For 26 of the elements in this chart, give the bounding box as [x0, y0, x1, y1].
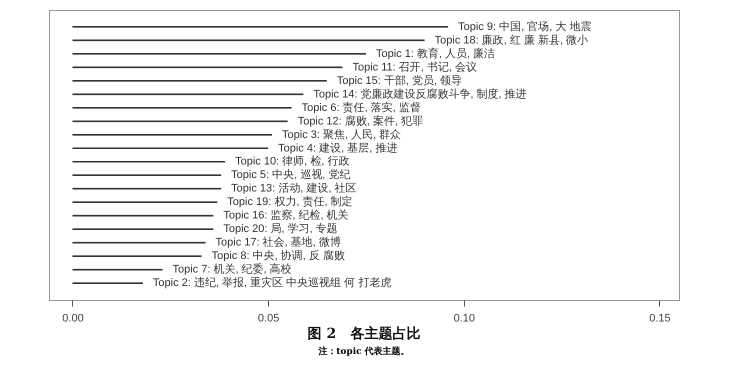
- y-tick-label: Topic 20: 局, 学习, 专题: [223, 222, 338, 236]
- y-tick-label: Topic 19: 权力, 责任, 制定: [227, 195, 353, 208]
- y-tick-label: Topic 14: 党廉政建设反腐败斗争, 制度, 推进: [313, 87, 527, 100]
- x-tick-label: 0.05: [258, 312, 280, 324]
- text: 图 2 各主题占比: [308, 325, 420, 342]
- y-tick-label: Topic 4: 建设, 基层, 推进: [278, 141, 398, 154]
- y-tick-label: Topic 16: 监察, 纪检, 机关: [223, 208, 349, 222]
- y-tick-label: Topic 7: 机关, 纪委, 高校: [172, 262, 292, 276]
- y-tick-label: Topic 15: 干部, 党员, 领导: [336, 74, 462, 87]
- y-tick-label: Topic 18: 廉政, 红 廉 新县, 微小: [434, 33, 588, 46]
- y-tick-label: Topic 13: 活动, 建设, 社区: [231, 182, 356, 195]
- text: 注：topic 代表主题。: [317, 346, 410, 357]
- x-tick-label: 0.10: [454, 312, 475, 324]
- y-tick-label: Topic 8: 中央, 协调, 反 腐败: [212, 249, 345, 262]
- y-tick-label: Topic 12: 腐败, 案件, 犯罪: [298, 114, 424, 128]
- y-tick-label: Topic 11: 召开, 书记, 会议: [352, 60, 477, 74]
- y-tick-label: Topic 9: 中国, 官场, 大 地震: [458, 20, 592, 33]
- y-tick-label: Topic 6: 责任, 落实, 监督: [302, 100, 421, 114]
- y-tick-label: Topic 3: 聚焦, 人民, 群众: [282, 128, 402, 141]
- y-tick-label: Topic 2: 违纪, 举报, 重灾区 中央巡视组 何 打老虎: [152, 276, 392, 290]
- y-tick-label: Topic 5: 中央, 巡视, 党纪: [231, 168, 350, 182]
- x-tick-label: 0.15: [649, 312, 671, 324]
- x-tick-label: 0.00: [62, 312, 84, 324]
- y-tick-label: Topic 17: 社会, 基地, 微博: [216, 236, 341, 249]
- y-tick-label: Topic 10: 律师, 检, 行政: [235, 156, 350, 168]
- y-tick-label: Topic 1: 教育, 人员, 廉洁: [376, 46, 496, 60]
